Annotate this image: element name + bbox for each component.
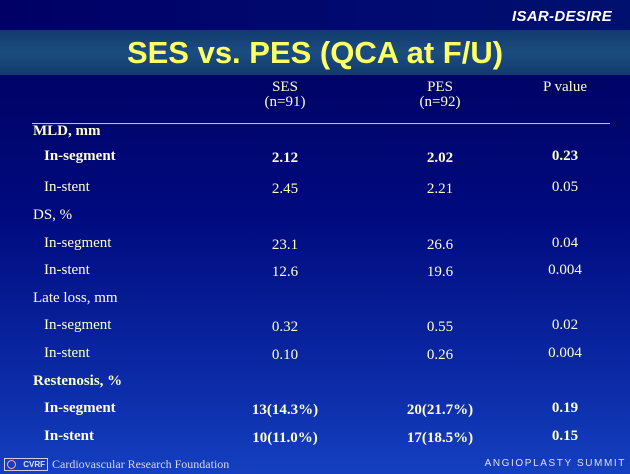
- ses-value: 0.10: [271, 347, 299, 363]
- col-ses-header: SES (n=91): [240, 80, 330, 110]
- row-label: In-stent: [44, 428, 95, 444]
- ses-value: 12.6: [271, 264, 299, 280]
- p-value: 0.19: [551, 400, 579, 416]
- ses-value: 23.1: [271, 237, 299, 253]
- cvrf-logo: CVRF: [4, 457, 48, 471]
- logo-ring-icon: [7, 459, 16, 469]
- ses-value: 2.12: [271, 150, 299, 166]
- col-p-header: P value: [520, 80, 610, 95]
- p-value: 0.15: [551, 428, 579, 444]
- top-bar: [0, 0, 630, 30]
- row-label: In-segment: [44, 317, 112, 333]
- summit-label: ANGIOPLASTY SUMMIT: [484, 458, 626, 469]
- pes-value: 17(18.5%): [406, 430, 474, 446]
- logo-text: CVRF: [23, 459, 45, 469]
- ses-value: 10(11.0%): [252, 430, 318, 446]
- col-pes-n: (n=92): [419, 94, 461, 110]
- ses-value: 0.32: [271, 319, 299, 335]
- p-value: 0.02: [551, 317, 579, 333]
- brand-label: ISAR-DESIRE: [512, 8, 612, 25]
- row-label: In-stent: [44, 179, 90, 195]
- pes-value: 20(21.7%): [406, 402, 474, 418]
- slide-title: SES vs. PES (QCA at F/U): [126, 35, 504, 70]
- col-ses-n: (n=91): [264, 94, 306, 110]
- row-label: In-stent: [44, 345, 90, 361]
- row-label: In-segment: [44, 235, 112, 251]
- footer-left: CVRF Cardiovascular Research Foundation: [4, 456, 229, 472]
- pes-value: 2.21: [426, 181, 454, 197]
- p-value: 0.05: [551, 179, 579, 195]
- pes-value: 0.55: [426, 319, 454, 335]
- section-title-ds: DS, %: [33, 207, 73, 223]
- ses-value: 13(14.3%): [251, 402, 319, 418]
- p-value: 0.004: [548, 262, 582, 278]
- pes-value: 2.02: [426, 150, 454, 166]
- row-label: In-segment: [44, 148, 116, 164]
- col-p-name: P value: [542, 79, 588, 95]
- ses-value: 2.45: [271, 181, 299, 197]
- p-value: 0.23: [551, 148, 579, 164]
- p-value: 0.04: [551, 235, 579, 251]
- section-title-late-loss: Late loss, mm: [33, 290, 118, 306]
- section-title-mld: MLD, mm: [33, 123, 101, 139]
- pes-value: 0.26: [426, 347, 454, 363]
- p-value: 0.004: [548, 345, 582, 361]
- pes-value: 26.6: [426, 237, 454, 253]
- col-pes-header: PES (n=92): [395, 80, 485, 110]
- row-label: In-stent: [44, 262, 90, 278]
- foundation-name: Cardiovascular Research Foundation: [52, 456, 230, 471]
- row-label: In-segment: [44, 400, 116, 416]
- col-pes-name: PES: [427, 79, 453, 95]
- header-divider: [32, 123, 610, 124]
- col-ses-name: SES: [272, 79, 298, 95]
- pes-value: 19.6: [426, 264, 454, 280]
- title-band: [0, 30, 630, 75]
- section-title-restenosis: Restenosis, %: [33, 373, 123, 389]
